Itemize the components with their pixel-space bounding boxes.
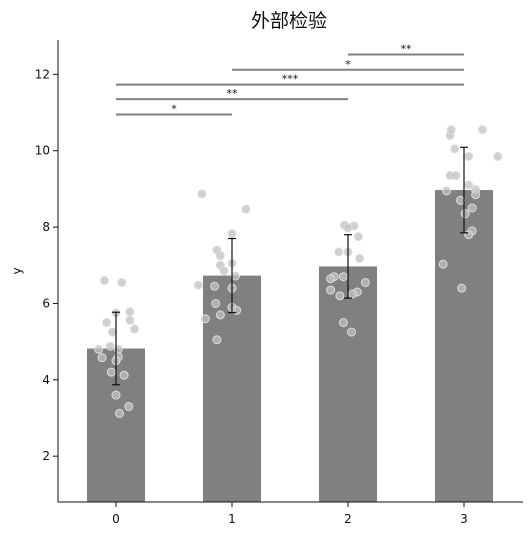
- data-point-1-12: [211, 298, 221, 308]
- data-point-3-14: [460, 209, 470, 219]
- data-point-3-4: [450, 144, 460, 154]
- y-tick-label-12: 12: [35, 67, 50, 81]
- data-point-3-17: [438, 259, 448, 269]
- y-tick-label-4: 4: [42, 373, 50, 387]
- data-point-0-1: [117, 277, 127, 287]
- data-point-2-15: [338, 318, 348, 328]
- data-point-0-8: [94, 344, 104, 354]
- data-point-0-16: [111, 390, 121, 400]
- data-point-2-9: [360, 277, 370, 287]
- data-point-1-16: [215, 310, 225, 320]
- y-axis-label: y: [10, 267, 24, 274]
- y-tick-label-10: 10: [35, 144, 50, 158]
- x-tick-label-2: 2: [344, 512, 352, 526]
- data-point-1-4: [227, 229, 237, 239]
- data-point-1-8: [230, 271, 240, 281]
- data-point-2-8: [326, 274, 336, 284]
- data-point-3-7: [451, 171, 461, 181]
- data-point-3-12: [456, 195, 466, 205]
- data-point-0-2: [102, 318, 112, 328]
- x-tick-label-1: 1: [228, 512, 236, 526]
- data-point-1-7: [219, 266, 229, 276]
- data-point-1-1: [241, 204, 251, 214]
- data-point-2-6: [355, 253, 365, 263]
- x-tick-label-3: 3: [460, 512, 468, 526]
- data-point-2-13: [335, 291, 345, 301]
- data-point-0-6: [130, 324, 140, 334]
- significance-label-1: **: [227, 87, 239, 100]
- data-point-2-4: [334, 247, 344, 257]
- data-point-3-11: [471, 190, 481, 200]
- data-point-2-11: [326, 285, 336, 295]
- x-tick-label-0: 0: [112, 512, 120, 526]
- data-point-3-10: [442, 186, 452, 196]
- significance-label-0: *: [171, 102, 177, 115]
- data-point-0-15: [119, 370, 129, 380]
- data-point-1-10: [210, 281, 220, 291]
- data-point-1-9: [193, 280, 203, 290]
- bar-3: [435, 190, 493, 502]
- significance-label-4: **: [401, 43, 413, 56]
- data-point-0-14: [106, 367, 116, 377]
- data-point-0-9: [105, 341, 115, 351]
- data-point-0-5: [125, 315, 135, 325]
- bar-1: [203, 275, 261, 502]
- data-point-1-0: [197, 189, 207, 199]
- data-point-0-0: [99, 276, 109, 286]
- data-point-2-14: [348, 289, 358, 299]
- bar-2: [319, 266, 377, 502]
- data-point-1-17: [212, 335, 222, 345]
- data-point-3-13: [467, 203, 477, 213]
- significance-label-2: ***: [282, 73, 299, 86]
- y-tick-label-2: 2: [42, 449, 50, 463]
- y-tick-label-8: 8: [42, 220, 50, 234]
- y-tick-label-6: 6: [42, 296, 50, 310]
- data-point-3-18: [457, 283, 467, 293]
- data-point-3-3: [493, 151, 503, 161]
- data-point-3-2: [478, 125, 488, 135]
- data-point-2-10: [338, 272, 348, 282]
- data-point-1-3: [215, 251, 225, 261]
- data-point-1-15: [200, 314, 210, 324]
- significance-label-3: *: [345, 58, 351, 71]
- data-point-0-18: [114, 408, 124, 418]
- data-point-2-16: [346, 327, 356, 337]
- data-point-0-17: [124, 402, 134, 412]
- chart-title: 外部检验: [251, 10, 327, 32]
- data-point-3-5: [464, 151, 474, 161]
- data-point-3-1: [446, 125, 456, 135]
- data-point-0-3: [125, 307, 135, 317]
- data-point-3-8: [464, 180, 474, 190]
- data-point-0-11: [97, 353, 107, 363]
- data-point-0-7: [108, 327, 118, 337]
- data-point-2-3: [353, 232, 363, 242]
- data-point-3-16: [464, 230, 474, 240]
- data-point-2-2: [343, 223, 353, 233]
